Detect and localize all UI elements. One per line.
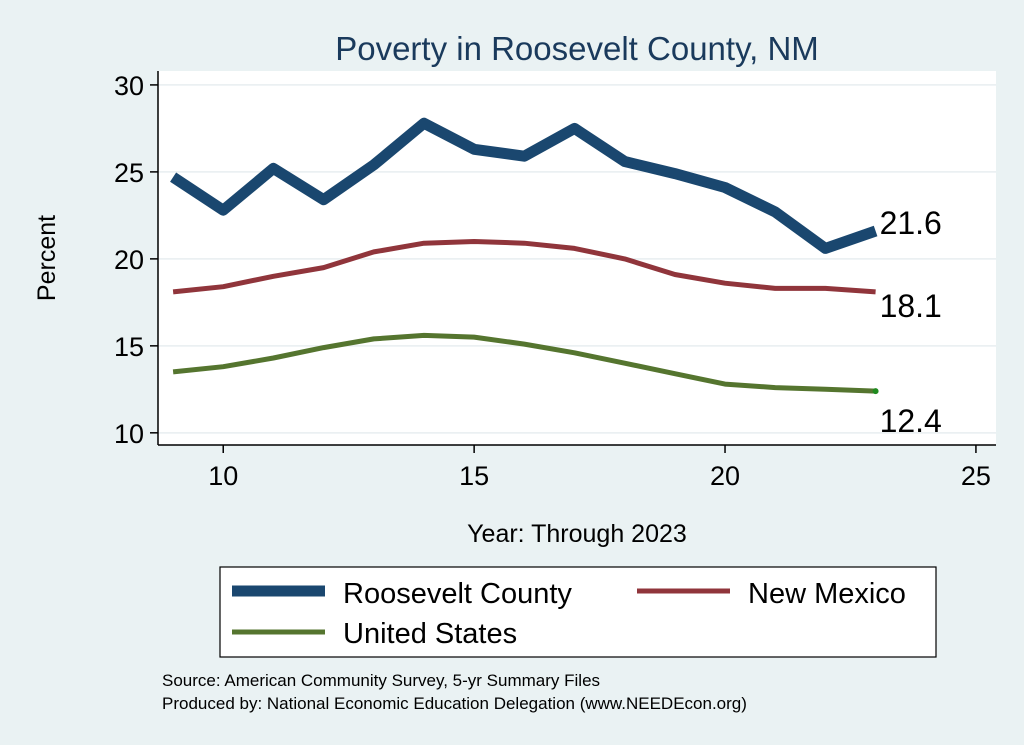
series-line-new-mexico [172,239,876,295]
series-line-united-states [172,332,876,394]
x-tick-label: 10 [208,461,238,491]
y-tick-label: 20 [114,245,144,275]
y-tick-label: 10 [114,419,144,449]
end-label: 21.6 [880,205,942,241]
source-note: Source: American Community Survey, 5-yr … [162,671,600,690]
chart-title: Poverty in Roosevelt County, NM [335,30,819,67]
x-tick-label: 25 [961,461,991,491]
x-tick-label: 20 [710,461,740,491]
legend-label: New Mexico [748,578,906,610]
axes: 10 15 20 25 30 10 15 20 25 [114,71,996,491]
end-label: 12.4 [880,403,942,439]
series-line-roosevelt-county [170,117,878,254]
end-label: 18.1 [880,288,942,324]
x-axis-label: Year: Through 2023 [467,520,687,548]
gridlines [158,84,996,434]
y-tick-label: 15 [114,332,144,362]
x-tick-label: 15 [459,461,489,491]
end-labels: 21.6 18.1 12.4 [880,205,942,439]
y-tick-label: 25 [114,158,144,188]
legend: Roosevelt County New Mexico United States [232,578,906,650]
legend-label: Roosevelt County [343,578,572,610]
legend-label: United States [343,618,517,650]
y-tick-label: 30 [114,71,144,101]
produced-note: Produced by: National Economic Education… [162,694,747,713]
end-marker [872,388,879,395]
series-lines [170,117,879,395]
legend-box [219,566,937,658]
y-axis-label: Percent [33,215,61,301]
